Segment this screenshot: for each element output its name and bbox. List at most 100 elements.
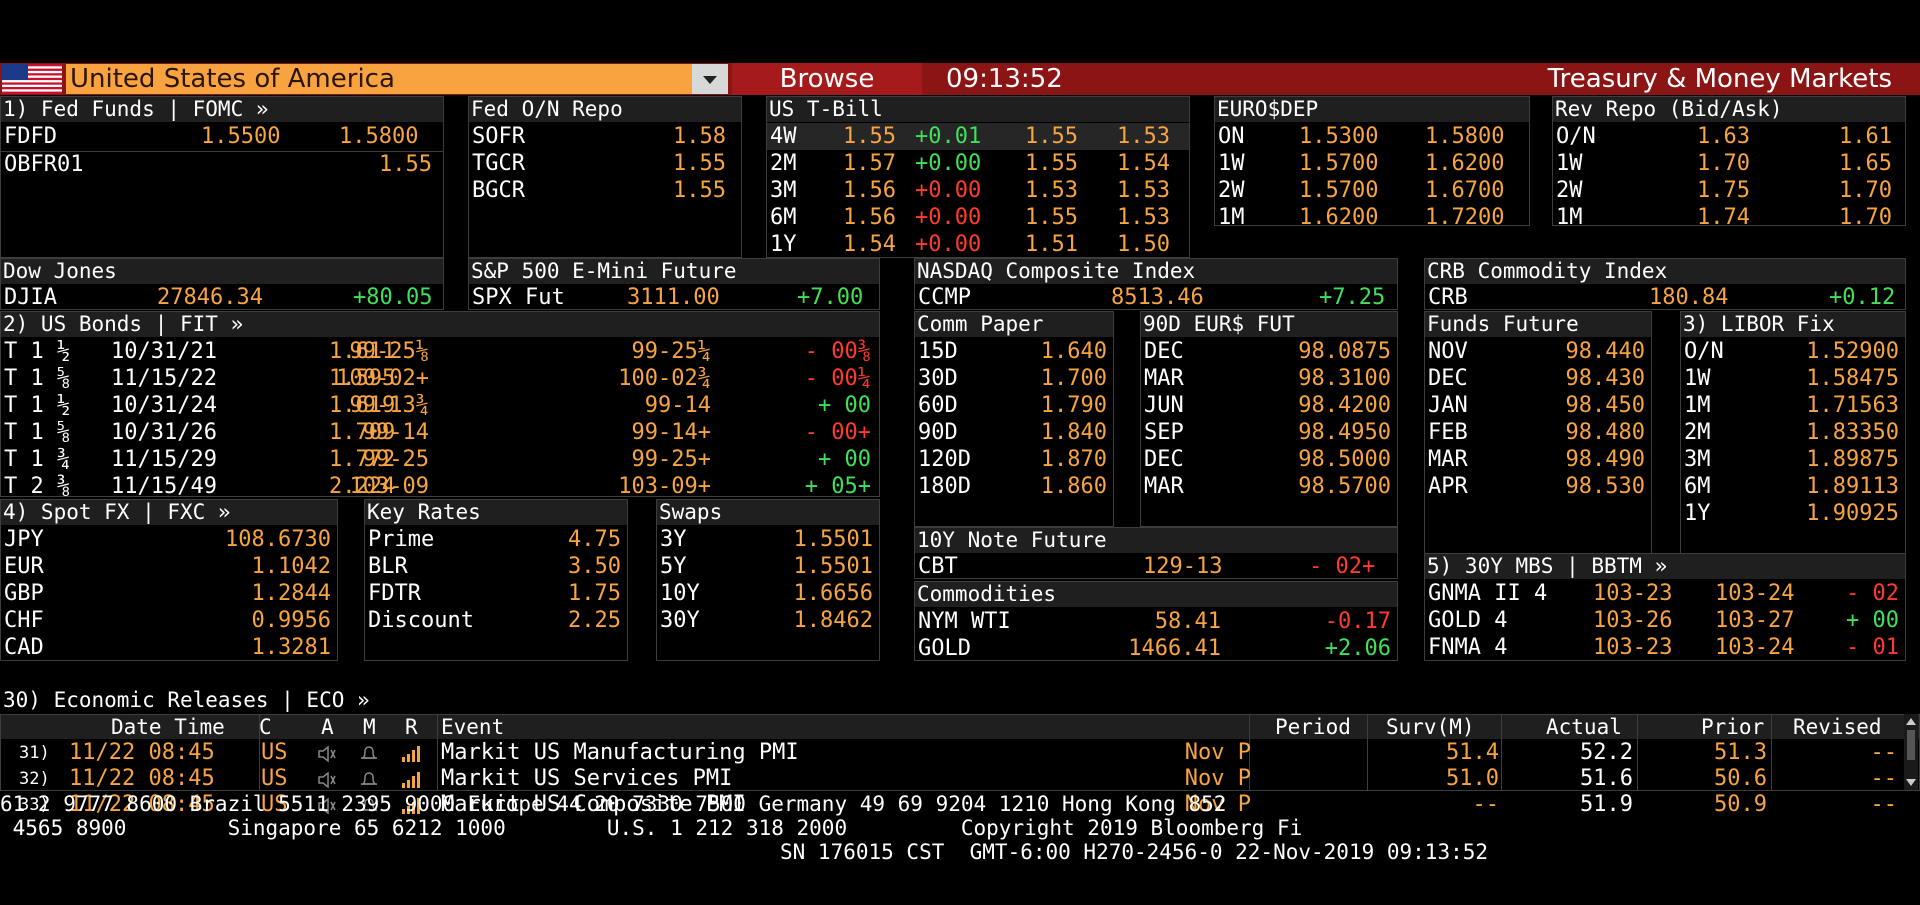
relevance-bars-icon[interactable]	[401, 744, 423, 770]
eur-fut-row[interactable]: MAR 98.5700	[1141, 473, 1397, 500]
libor-row[interactable]: 1Y 1.90925	[1681, 500, 1905, 527]
eur-fut-row[interactable]: DEC 98.5000	[1141, 446, 1397, 473]
libor-row[interactable]: 6M 1.89113	[1681, 473, 1905, 500]
col-survey[interactable]: Surv(M)	[1386, 715, 1475, 739]
nasdaq-panel[interactable]: NASDAQ Composite Index CCMP 8513.46 +7.25	[914, 258, 1398, 310]
col-relevance[interactable]: R	[405, 715, 418, 739]
swap-row[interactable]: 30Y 1.8462	[657, 607, 879, 634]
speaker-icon[interactable]	[317, 770, 337, 796]
bond-row[interactable]: T 1 ½ 10/31/21 1.611 99-25⅛ 99-25¼ - 00⅜	[1, 338, 879, 365]
comm-paper-row[interactable]: 120D 1.870	[915, 446, 1113, 473]
col-event[interactable]: Event	[441, 715, 505, 739]
spot-fx-title[interactable]: 4) Spot FX | FXC »	[1, 500, 337, 525]
eur-fut-row[interactable]: MAR 98.3100	[1141, 365, 1397, 392]
spx-panel[interactable]: S&P 500 E-Mini Future SPX Fut 3111.00 +7.0…	[468, 258, 880, 310]
libor-row[interactable]: 2M 1.83350	[1681, 419, 1905, 446]
funds-future-row[interactable]: APR 98.530	[1425, 473, 1651, 500]
eur-fut-row[interactable]: JUN 98.4200	[1141, 392, 1397, 419]
libor-row[interactable]: 3M 1.89875	[1681, 446, 1905, 473]
col-date-time[interactable]: Date Time	[111, 715, 225, 739]
comm-paper-row[interactable]: 180D 1.860	[915, 473, 1113, 500]
tbill-row[interactable]: 4W 1.55 +0.01 1.55 1.53	[767, 123, 1189, 150]
rev-repo-row[interactable]: 1M 1.74 1.70	[1553, 204, 1905, 231]
eurodep-row[interactable]: 1M 1.6200 1.7200	[1215, 204, 1529, 231]
comm-paper-row[interactable]: 30D 1.700	[915, 365, 1113, 392]
rev-repo-row[interactable]: O/N 1.63 1.61	[1553, 123, 1905, 150]
comm-paper-row[interactable]: 15D 1.640	[915, 338, 1113, 365]
mbs-title[interactable]: 5) 30Y MBS | BBTM »	[1425, 554, 1905, 579]
speaker-icon[interactable]	[317, 796, 337, 822]
col-prior[interactable]: Prior	[1701, 715, 1765, 739]
bond-row[interactable]: T 2 ⅜ 11/15/49 2.224 103-09 103-09+ + 05+	[1, 473, 879, 500]
commodity-row[interactable]: GOLD 1466.41 +2.06	[915, 635, 1397, 662]
col-alert[interactable]: A	[321, 715, 334, 739]
fed-repo-row[interactable]: BGCR 1.55	[469, 177, 741, 204]
key-rate-row[interactable]: Discount 2.25	[365, 607, 627, 634]
fed-funds-row[interactable]: OBFR01 1.55	[1, 151, 443, 178]
fed-funds-title[interactable]: 1) Fed Funds | FOMC »	[1, 97, 443, 122]
bell-icon[interactable]	[359, 796, 379, 822]
tbill-row[interactable]: 1Y 1.54 +0.00 1.51 1.50	[767, 231, 1189, 258]
browse-button[interactable]: Browse	[732, 63, 922, 95]
eco-row[interactable]: 33) 11/22 08:45 US Markit US Composite PMI N…	[1, 792, 1919, 818]
crb-panel[interactable]: CRB Commodity Index CRB 180.84 +0.12	[1424, 258, 1906, 310]
col-period[interactable]: Period	[1275, 715, 1351, 739]
relevance-bars-icon[interactable]	[401, 796, 423, 822]
mbs-row[interactable]: FNMA 4 103-23 103-24 - 01	[1425, 634, 1905, 661]
funds-future-row[interactable]: FEB 98.480	[1425, 419, 1651, 446]
scroll-thumb[interactable]	[1907, 730, 1915, 760]
libor-row[interactable]: 1M 1.71563	[1681, 392, 1905, 419]
relevance-bars-icon[interactable]	[401, 770, 423, 796]
libor-row[interactable]: O/N 1.52900	[1681, 338, 1905, 365]
bell-icon[interactable]	[359, 770, 379, 796]
speaker-icon[interactable]	[317, 744, 337, 770]
funds-future-row[interactable]: MAR 98.490	[1425, 446, 1651, 473]
fx-row[interactable]: CHF 0.9956	[1, 607, 337, 634]
eco-scrollbar[interactable]	[1904, 714, 1918, 790]
key-rate-row[interactable]: FDTR 1.75	[365, 580, 627, 607]
fed-funds-row[interactable]: FDFD 1.5500 1.5800	[1, 123, 443, 150]
bond-row[interactable]: T 1 ¾ 11/15/29 1.772 99-25 99-25+ + 00	[1, 446, 879, 473]
col-revised[interactable]: Revised	[1793, 715, 1882, 739]
eur-fut-row[interactable]: DEC 98.0875	[1141, 338, 1397, 365]
swap-row[interactable]: 10Y 1.6656	[657, 580, 879, 607]
us-bonds-title[interactable]: 2) US Bonds | FIT »	[1, 312, 879, 337]
swap-row[interactable]: 5Y 1.5501	[657, 553, 879, 580]
rev-repo-row[interactable]: 1W 1.70 1.65	[1553, 150, 1905, 177]
eco-title[interactable]: 30) Economic Releases | ECO »	[0, 688, 1920, 713]
tbill-row[interactable]: 3M 1.56 +0.00 1.53 1.53	[767, 177, 1189, 204]
country-dropdown-button[interactable]	[692, 64, 728, 94]
note-future-panel[interactable]: 10Y Note Future CBT 129-13 - 02+	[914, 527, 1398, 579]
comm-paper-row[interactable]: 60D 1.790	[915, 392, 1113, 419]
funds-future-row[interactable]: DEC 98.430	[1425, 365, 1651, 392]
bell-icon[interactable]	[359, 744, 379, 770]
bond-row[interactable]: T 1 ⅝ 11/15/22 1.595 100-02+ 100-02¾ - 00¼	[1, 365, 879, 392]
eur-fut-row[interactable]: SEP 98.4950	[1141, 419, 1397, 446]
fx-row[interactable]: CAD 1.3281	[1, 634, 337, 661]
libor-row[interactable]: 1W 1.58475	[1681, 365, 1905, 392]
fx-row[interactable]: EUR 1.1042	[1, 553, 337, 580]
col-memo[interactable]: M	[363, 715, 376, 739]
col-country[interactable]: C	[259, 715, 272, 739]
fx-row[interactable]: JPY 108.6730	[1, 526, 337, 553]
country-select[interactable]: United States of America	[66, 64, 692, 94]
funds-future-row[interactable]: JAN 98.450	[1425, 392, 1651, 419]
bond-row[interactable]: T 1 ½ 10/31/24 1.619 99-13¾ 99-14 + 00	[1, 392, 879, 419]
eco-row[interactable]: 32) 11/22 08:45 US Markit US Services PMI No…	[1, 766, 1919, 792]
tbill-row[interactable]: 6M 1.56 +0.00 1.55 1.53	[767, 204, 1189, 231]
scroll-down-icon[interactable]	[1906, 779, 1916, 786]
commodity-row[interactable]: NYM WTI 58.41 -0.17	[915, 608, 1397, 635]
rev-repo-row[interactable]: 2W 1.75 1.70	[1553, 177, 1905, 204]
eco-row[interactable]: 31) 11/22 08:45 US Markit US Manufacturing …	[1, 740, 1919, 766]
funds-future-row[interactable]: NOV 98.440	[1425, 338, 1651, 365]
eurodep-row[interactable]: 2W 1.5700 1.6700	[1215, 177, 1529, 204]
key-rate-row[interactable]: Prime 4.75	[365, 526, 627, 553]
col-actual[interactable]: Actual	[1546, 715, 1622, 739]
mbs-row[interactable]: GOLD 4 103-26 103-27 + 00	[1425, 607, 1905, 634]
fx-row[interactable]: GBP 1.2844	[1, 580, 337, 607]
eurodep-row[interactable]: ON 1.5300 1.5800	[1215, 123, 1529, 150]
dow-panel[interactable]: Dow Jones DJIA 27846.34 +80.05	[0, 258, 444, 310]
fed-repo-row[interactable]: SOFR 1.58	[469, 123, 741, 150]
scroll-up-icon[interactable]	[1906, 718, 1916, 725]
tbill-row[interactable]: 2M 1.57 +0.00 1.55 1.54	[767, 150, 1189, 177]
